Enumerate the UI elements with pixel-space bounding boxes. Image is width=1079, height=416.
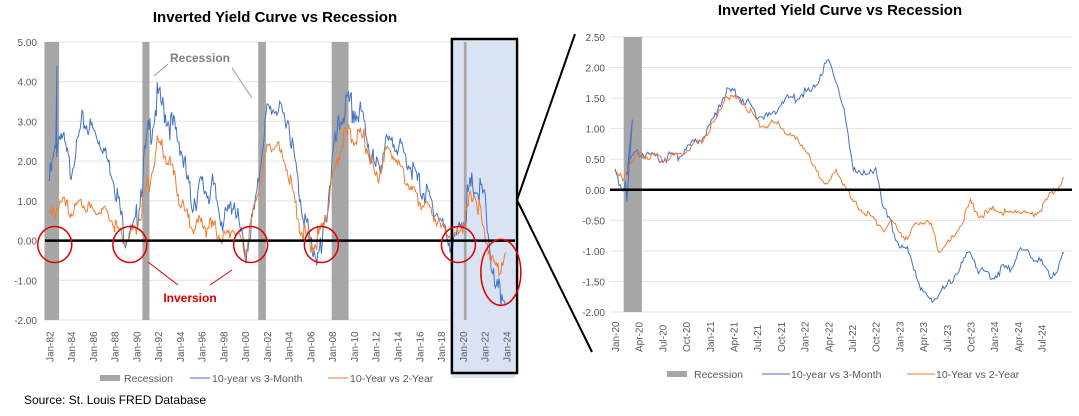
legend-label: 10-Year vs 2-Year (936, 369, 1020, 381)
x-tick-label: Oct-21 (777, 322, 788, 352)
legend-label: Recession (124, 373, 173, 385)
x-tick-label: Apr-24 (1014, 322, 1025, 352)
x-tick-label: Jan-08 (328, 331, 339, 362)
y-tick-label: 0.00 (18, 237, 38, 248)
series-line-10y-2y (48, 124, 506, 278)
y-tick-label: -1.00 (14, 276, 37, 287)
y-tick-label: -0.50 (582, 216, 605, 227)
inversion-circle (37, 225, 73, 264)
recession-bar (142, 42, 150, 320)
inversion-circle (303, 225, 340, 264)
x-tick-label: Jan-06 (306, 331, 317, 362)
x-tick-label: Jan-98 (219, 331, 230, 362)
x-tick-label: Jan-94 (176, 331, 187, 362)
x-tick-label: Apr-23 (919, 322, 930, 352)
x-tick-label: Jan-02 (263, 331, 274, 362)
y-tick-label: 1.50 (586, 94, 606, 105)
y-tick-label: 1.00 (586, 125, 606, 136)
y-tick-label: 5.00 (18, 38, 38, 49)
legend-swatch-recession (667, 371, 687, 377)
x-tick-label: Jan-22 (801, 321, 812, 352)
x-tick-label: Apr-22 (824, 322, 835, 352)
inversion-circle (112, 225, 148, 264)
x-tick-label: Jan-18 (437, 331, 448, 362)
x-tick-label: Jan-04 (285, 331, 296, 362)
x-tick-label: Oct-20 (682, 322, 693, 352)
x-tick-label: Jan-20 (459, 331, 470, 362)
x-tick-label: Jan-84 (67, 331, 78, 362)
y-tick-label: 1.00 (18, 197, 38, 208)
x-tick-label: Jul-20 (658, 324, 669, 352)
x-tick-label: Jan-96 (198, 331, 209, 362)
x-tick-label: Jan-82 (45, 331, 56, 362)
inversion-annotation: Inversion (163, 291, 216, 305)
y-tick-label: 2.00 (18, 157, 38, 168)
x-tick-label: Apr-21 (730, 322, 741, 352)
recession-bar (44, 42, 60, 320)
zoom-connector (516, 33, 576, 201)
y-tick-label: -2.00 (14, 316, 37, 327)
inversion-circle (480, 238, 522, 307)
right-chart-title: Inverted Yield Curve vs Recession (718, 2, 962, 19)
x-tick-label: Jan-23 (895, 321, 906, 352)
x-tick-label: Jul-21 (753, 324, 764, 352)
inversion-arrow (147, 261, 179, 286)
series-line-10y-3m (48, 65, 506, 307)
x-tick-label: Jul-23 (943, 324, 954, 352)
x-tick-label: Jan-16 (415, 331, 426, 362)
x-tick-label: Jan-00 (241, 331, 252, 362)
x-tick-label: Jul-22 (848, 324, 859, 352)
recession-annotation: Recession (170, 51, 230, 65)
x-tick-label: Oct-22 (872, 322, 883, 352)
y-tick-label: 2.00 (586, 64, 606, 75)
x-tick-label: Jan-14 (394, 331, 405, 362)
inversion-circle (232, 225, 269, 264)
y-tick-label: 0.00 (586, 186, 606, 197)
y-tick-label: 3.00 (18, 117, 38, 128)
legend-label: 10-Year vs 2-Year (350, 373, 434, 385)
x-tick-label: Jan-86 (89, 331, 100, 362)
x-tick-label: Jan-24 (990, 321, 1001, 352)
recession-arrow (231, 67, 253, 99)
recession-arrow (153, 63, 169, 77)
x-tick-label: Jan-21 (706, 321, 717, 352)
x-tick-label: Jan-92 (154, 331, 165, 362)
zoom-connector (516, 199, 593, 353)
series-line-10y-2y (615, 94, 1065, 254)
legend-swatch-recession (100, 375, 120, 381)
legend-label: 10-year vs 3-Month (212, 373, 303, 385)
source-note: Source: St. Louis FRED Database (24, 393, 206, 407)
inversion-arrow (209, 269, 233, 286)
highlight-region (451, 40, 515, 378)
x-tick-label: Jan-20 (611, 321, 622, 352)
x-tick-label: Jul-24 (1038, 324, 1049, 352)
legend-label: Recession (694, 369, 743, 381)
y-tick-label: -2.00 (582, 308, 605, 319)
x-tick-label: Jan-90 (132, 331, 143, 362)
y-tick-label: -1.50 (582, 277, 605, 288)
x-tick-label: Jan-22 (481, 331, 492, 362)
y-tick-label: 4.00 (18, 78, 38, 89)
recession-bar (463, 42, 467, 320)
y-tick-label: 2.50 (586, 33, 606, 44)
recession-bar (623, 37, 642, 312)
recession-bar (331, 42, 349, 320)
x-tick-label: Jan-24 (502, 331, 513, 362)
x-tick-label: Jan-12 (372, 331, 383, 362)
x-tick-label: Jan-88 (111, 331, 122, 362)
series-line-10y-3m (614, 59, 1065, 304)
recession-bar (258, 42, 266, 320)
x-tick-label: Jan-10 (350, 331, 361, 362)
highlight-box (450, 37, 519, 375)
left-chart-title: Inverted Yield Curve vs Recession (153, 9, 397, 26)
y-tick-label: -1.00 (582, 247, 605, 258)
x-tick-label: Apr-20 (635, 322, 646, 352)
y-tick-label: 0.50 (586, 155, 606, 166)
inversion-circle (440, 225, 477, 264)
x-tick-label: Oct-23 (967, 322, 978, 352)
legend-label: 10-year vs 3-Month (791, 369, 882, 381)
